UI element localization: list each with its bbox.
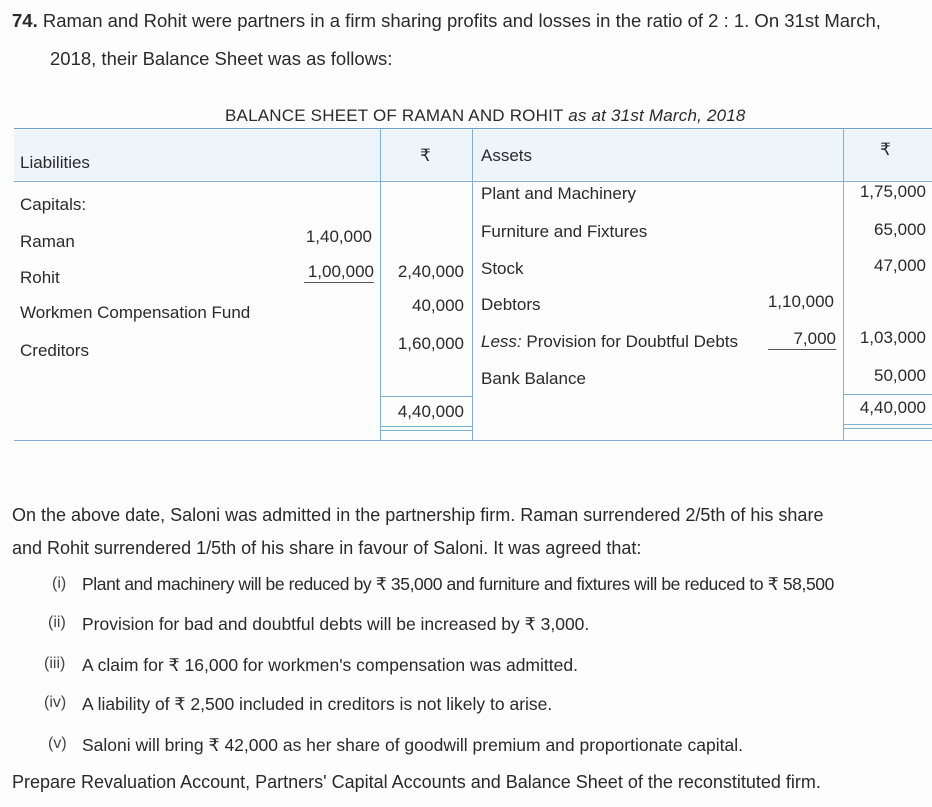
col-divider [380, 128, 381, 440]
col-divider [472, 128, 473, 440]
asset-total: 47,000 [874, 256, 926, 275]
asset-label-text: Provision for Doubtful Debts [526, 332, 739, 351]
liability-total: 2,40,000 [397, 262, 464, 281]
item-number: (iii) [44, 655, 66, 672]
header-rupee-assets: ₹ [880, 140, 891, 159]
item-number: (iv) [44, 694, 67, 711]
condition-item: Plant and machinery will be reduced by ₹… [82, 574, 834, 594]
condition-item: Saloni will bring ₹ 42,000 as her share … [82, 735, 743, 755]
asset-total: 65,000 [874, 220, 926, 239]
item-number: (v) [48, 735, 67, 752]
condition-item: A claim for ₹ 16,000 for workmen's compe… [82, 655, 578, 675]
condition-item: Provision for bad and doubtful debts wil… [82, 614, 590, 634]
table-top-rule [14, 128, 932, 129]
asset-sub-amount: 7,000 [768, 329, 836, 350]
header-liabilities: Liabilities [20, 153, 90, 172]
less-prefix: Less: [481, 332, 522, 351]
liability-label: Creditors [20, 341, 89, 360]
question-number: 74. [12, 10, 38, 31]
liabilities-grand-total: 4,40,000 [397, 402, 464, 421]
total-rule [843, 428, 932, 429]
asset-label: Bank Balance [481, 369, 586, 388]
header-assets: Assets [481, 146, 533, 165]
item-number: (ii) [48, 614, 66, 631]
caption-title: BALANCE SHEET OF RAMAN AND ROHIT [225, 106, 564, 125]
asset-label: Less: Provision for Doubtful Debts [481, 332, 738, 352]
liability-total: 40,000 [412, 296, 464, 315]
header-bottom-rule [14, 181, 932, 182]
liability-label: Raman [20, 232, 75, 251]
liability-label: Workmen Compensation Fund [20, 303, 251, 322]
total-rule [843, 394, 932, 395]
balance-sheet-caption: BALANCE SHEET OF RAMAN AND ROHIT as at 3… [225, 106, 746, 126]
liability-label: Rohit [20, 268, 60, 287]
asset-total: 1,03,000 [859, 328, 926, 347]
total-rule [380, 396, 472, 397]
caption-date: as at 31st March, 2018 [568, 106, 746, 125]
liability-sub-amount: 1,00,000 [304, 262, 374, 283]
instruction: Prepare Revaluation Account, Partners' C… [12, 772, 821, 792]
table-bottom-rule [14, 440, 932, 441]
asset-label: Stock [481, 259, 524, 278]
liability-sub-amount: 1,40,000 [305, 227, 372, 246]
question-line-2: 2018, their Balance Sheet was as follows… [50, 48, 393, 69]
liability-total: 1,60,000 [397, 334, 464, 353]
item-number: (i) [52, 575, 67, 592]
total-rule [380, 430, 472, 431]
asset-sub-amount: 1,10,000 [767, 292, 834, 311]
assets-grand-total: 4,40,000 [859, 398, 926, 417]
liability-label: Capitals: [20, 195, 87, 214]
table-header-bg [14, 130, 932, 180]
asset-label: Debtors [481, 295, 541, 314]
total-rule [380, 426, 472, 427]
body-paragraph-line-2: and Rohit surrendered 1/5th of his share… [12, 538, 642, 558]
question-line-1: 74. Raman and Rohit were partners in a f… [12, 10, 881, 32]
question-text: Raman and Rohit were partners in a firm … [42, 10, 881, 31]
asset-total: 1,75,000 [859, 182, 926, 201]
asset-total: 50,000 [874, 366, 926, 385]
condition-item: A liability of ₹ 2,500 included in credi… [82, 694, 553, 714]
asset-label: Plant and Machinery [481, 184, 636, 203]
asset-label: Furniture and Fixtures [481, 222, 648, 241]
body-paragraph-line-1: On the above date, Saloni was admitted i… [12, 505, 824, 525]
total-rule [843, 424, 932, 425]
col-divider [843, 128, 844, 440]
header-rupee-liabilities: ₹ [420, 146, 431, 165]
